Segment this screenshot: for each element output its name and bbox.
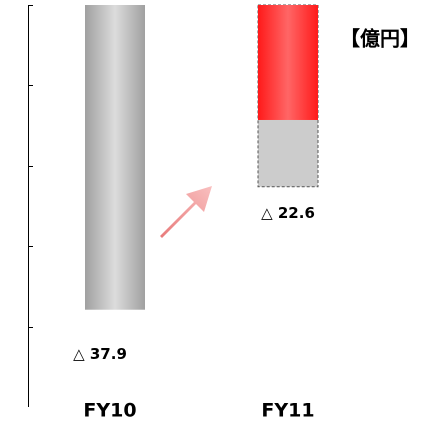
value-label: △ 22.6 (261, 204, 315, 222)
x-tick-label: FY10 (83, 400, 136, 422)
unit-label: 【億円】 (340, 27, 420, 51)
value-label: △ 37.9 (73, 345, 127, 363)
x-tick-label: FY11 (261, 400, 314, 422)
arrow (160, 186, 212, 238)
highlight-bar (258, 5, 318, 120)
bar (85, 5, 145, 310)
